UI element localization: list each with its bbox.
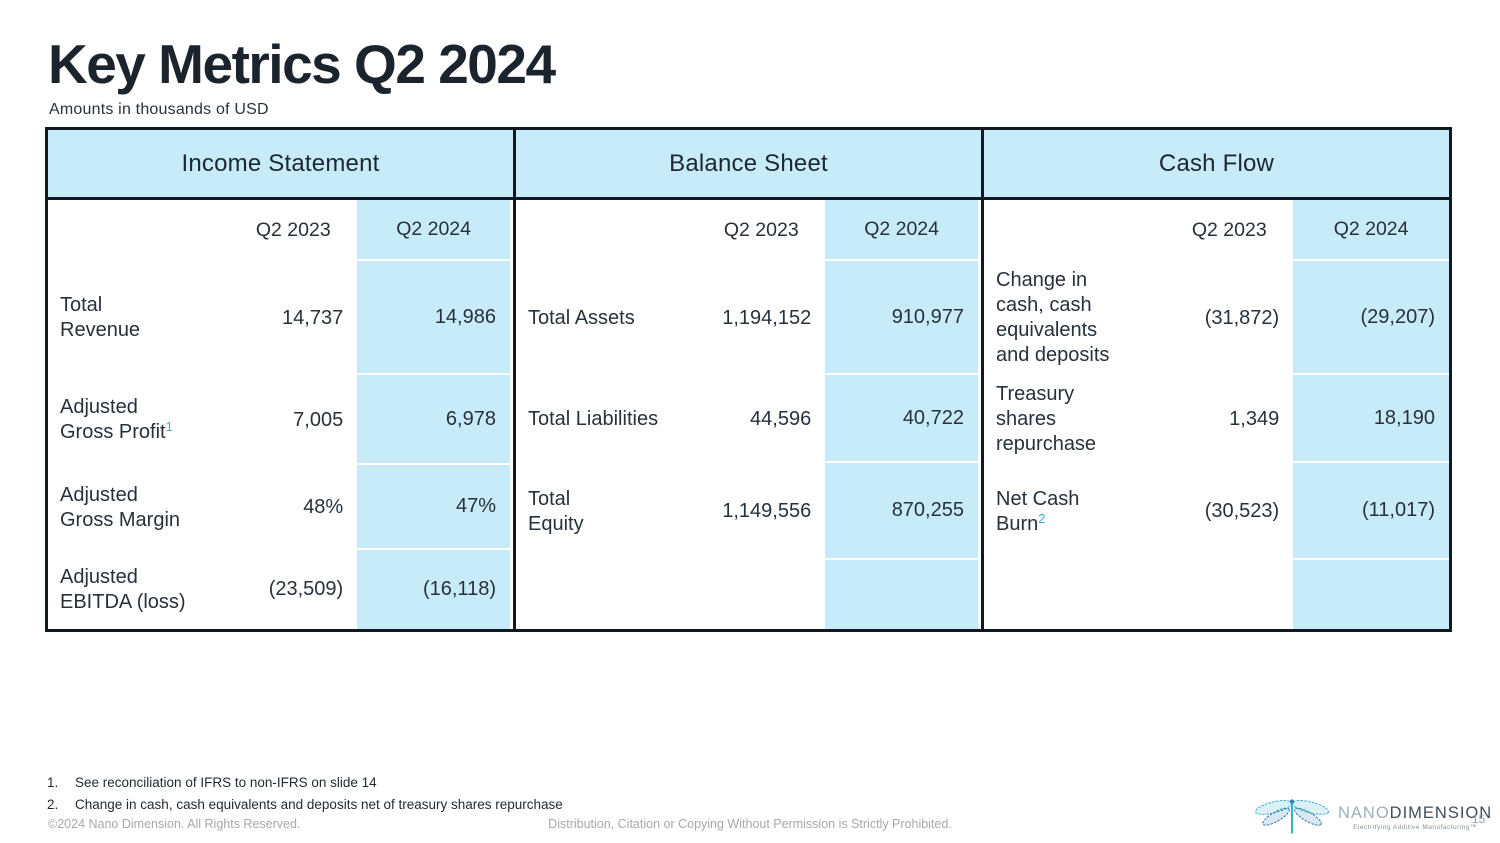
value-q2-2024: 6,978 (357, 375, 513, 465)
subtitle: Amounts in thousands of USD (49, 101, 269, 118)
footnote-number: 1. (47, 775, 59, 790)
income-statement-title: Income Statement (48, 130, 513, 200)
footnote-text: See reconciliation of IFRS to non-IFRS o… (75, 775, 377, 790)
table-row: Net Cash Burn2 (30,523) (11,017) (984, 463, 1449, 560)
value-q2-2023: 44,596 (750, 407, 812, 430)
copyright-text: ©2024 Nano Dimension. All Rights Reserve… (48, 817, 301, 831)
row-label: Total Equity (528, 487, 584, 535)
table-row: Total Assets 1,194,152 910,977 (516, 261, 981, 375)
column-header-q2-2024: Q2 2024 (357, 200, 513, 261)
value-q2-2023: 48% (303, 496, 344, 518)
row-label: Change in cash, cash equivalents and dep… (996, 269, 1110, 366)
value-q2-2023: 1,194,152 (722, 306, 812, 329)
cash-flow-body: Q2 2023 Q2 2024 Change in cash, cash equ… (984, 200, 1449, 629)
value-q2-2024: (29,207) (1293, 261, 1449, 375)
column-header-q2-2024: Q2 2024 (825, 200, 981, 261)
value-q2-2024: 14,986 (357, 261, 513, 375)
logo-tagline: Electrifying Additive Manufacturing™ (1353, 824, 1478, 832)
column-header-q2-2023: Q2 2023 (255, 219, 331, 241)
value-q2-2023: (30,523) (1204, 500, 1280, 522)
table-row: Total Revenue 14,737 14,986 (48, 261, 513, 375)
column-header-q2-2023: Q2 2023 (1191, 219, 1267, 241)
column-header-q2-2023: Q2 2023 (723, 219, 799, 241)
row-label: Adjusted Gross Profit (60, 396, 166, 443)
table-row: Change in cash, cash equivalents and dep… (984, 261, 1449, 375)
row-label: Total Assets (528, 306, 635, 329)
footnote-2: 2. Change in cash, cash equivalents and … (47, 794, 563, 816)
table-row: Adjusted Gross Profit1 7,005 6,978 (48, 375, 513, 465)
nano-dimension-logo: NANODIMENSION Electrifying Additive Manu… (1250, 794, 1492, 841)
table-row: Treasury shares repurchase 1,349 18,190 (984, 375, 1449, 463)
footnote-marker: 1 (165, 419, 173, 434)
balance-sheet-body: Q2 2023 Q2 2024 Total Assets 1,194,152 9… (516, 200, 981, 629)
dragonfly-icon (1250, 794, 1334, 841)
cash-flow-table: Cash Flow Q2 2023 Q2 2024 Change in cash… (981, 130, 1449, 629)
filler-row (984, 560, 1449, 629)
income-statement-body: Q2 2023 Q2 2024 Total Revenue 14,737 14,… (48, 200, 513, 629)
footnote-text: Change in cash, cash equivalents and dep… (75, 796, 563, 812)
value-q2-2023: (23,509) (268, 578, 344, 600)
value-q2-2024: 910,977 (825, 261, 981, 375)
column-header-row: Q2 2023 Q2 2024 (516, 200, 981, 261)
balance-sheet-title: Balance Sheet (516, 130, 981, 200)
value-q2-2023: 7,005 (293, 408, 344, 431)
column-header-row: Q2 2023 Q2 2024 (984, 200, 1449, 261)
table-row: Total Liabilities 44,596 40,722 (516, 375, 981, 463)
row-label: Total Revenue (60, 294, 141, 341)
row-label: Total Liabilities (528, 407, 659, 430)
income-statement-table: Income Statement Q2 2023 Q2 2024 Total R… (48, 130, 513, 629)
table-row: Total Equity 1,149,556 870,255 (516, 463, 981, 560)
row-label: Net Cash Burn (996, 487, 1080, 535)
value-q2-2024: 870,255 (825, 463, 981, 560)
table-row: Adjusted Gross Margin 48% 47% (48, 465, 513, 550)
value-q2-2024: (16,118) (357, 550, 513, 629)
value-q2-2023: (31,872) (1204, 306, 1280, 329)
footnote-marker: 2 (1038, 510, 1046, 526)
row-label: Treasury shares repurchase (996, 382, 1097, 455)
column-header-q2-2024: Q2 2024 (1293, 200, 1449, 261)
key-metrics-tables: Income Statement Q2 2023 Q2 2024 Total R… (45, 127, 1452, 632)
value-q2-2023: 1,349 (1229, 407, 1280, 430)
footnote-1: 1. See reconciliation of IFRS to non-IFR… (47, 772, 563, 794)
row-label: Adjusted EBITDA (loss) (60, 565, 186, 613)
cash-flow-title: Cash Flow (984, 130, 1449, 200)
value-q2-2023: 1,149,556 (722, 500, 812, 522)
balance-sheet-table: Balance Sheet Q2 2023 Q2 2024 Total Asse… (513, 130, 981, 629)
footnote-number: 2. (47, 796, 59, 812)
value-q2-2024: 40,722 (825, 375, 981, 463)
filler-row (516, 560, 981, 629)
column-header-row: Q2 2023 Q2 2024 (48, 200, 513, 261)
value-q2-2024: 47% (357, 465, 513, 550)
table-row: Adjusted EBITDA (loss) (23,509) (16,118) (48, 550, 513, 629)
disclaimer-text: Distribution, Citation or Copying Withou… (548, 817, 952, 831)
footnotes: 1. See reconciliation of IFRS to non-IFR… (47, 772, 563, 815)
page-title: Key Metrics Q2 2024 (48, 33, 556, 95)
value-q2-2024: (11,017) (1293, 463, 1449, 560)
logo-wordmark: NANODIMENSION (1338, 803, 1493, 822)
row-label: Adjusted Gross Margin (60, 483, 181, 531)
value-q2-2023: 14,737 (282, 306, 344, 329)
value-q2-2024: 18,190 (1293, 375, 1449, 463)
page-number: 15 (1472, 812, 1486, 826)
